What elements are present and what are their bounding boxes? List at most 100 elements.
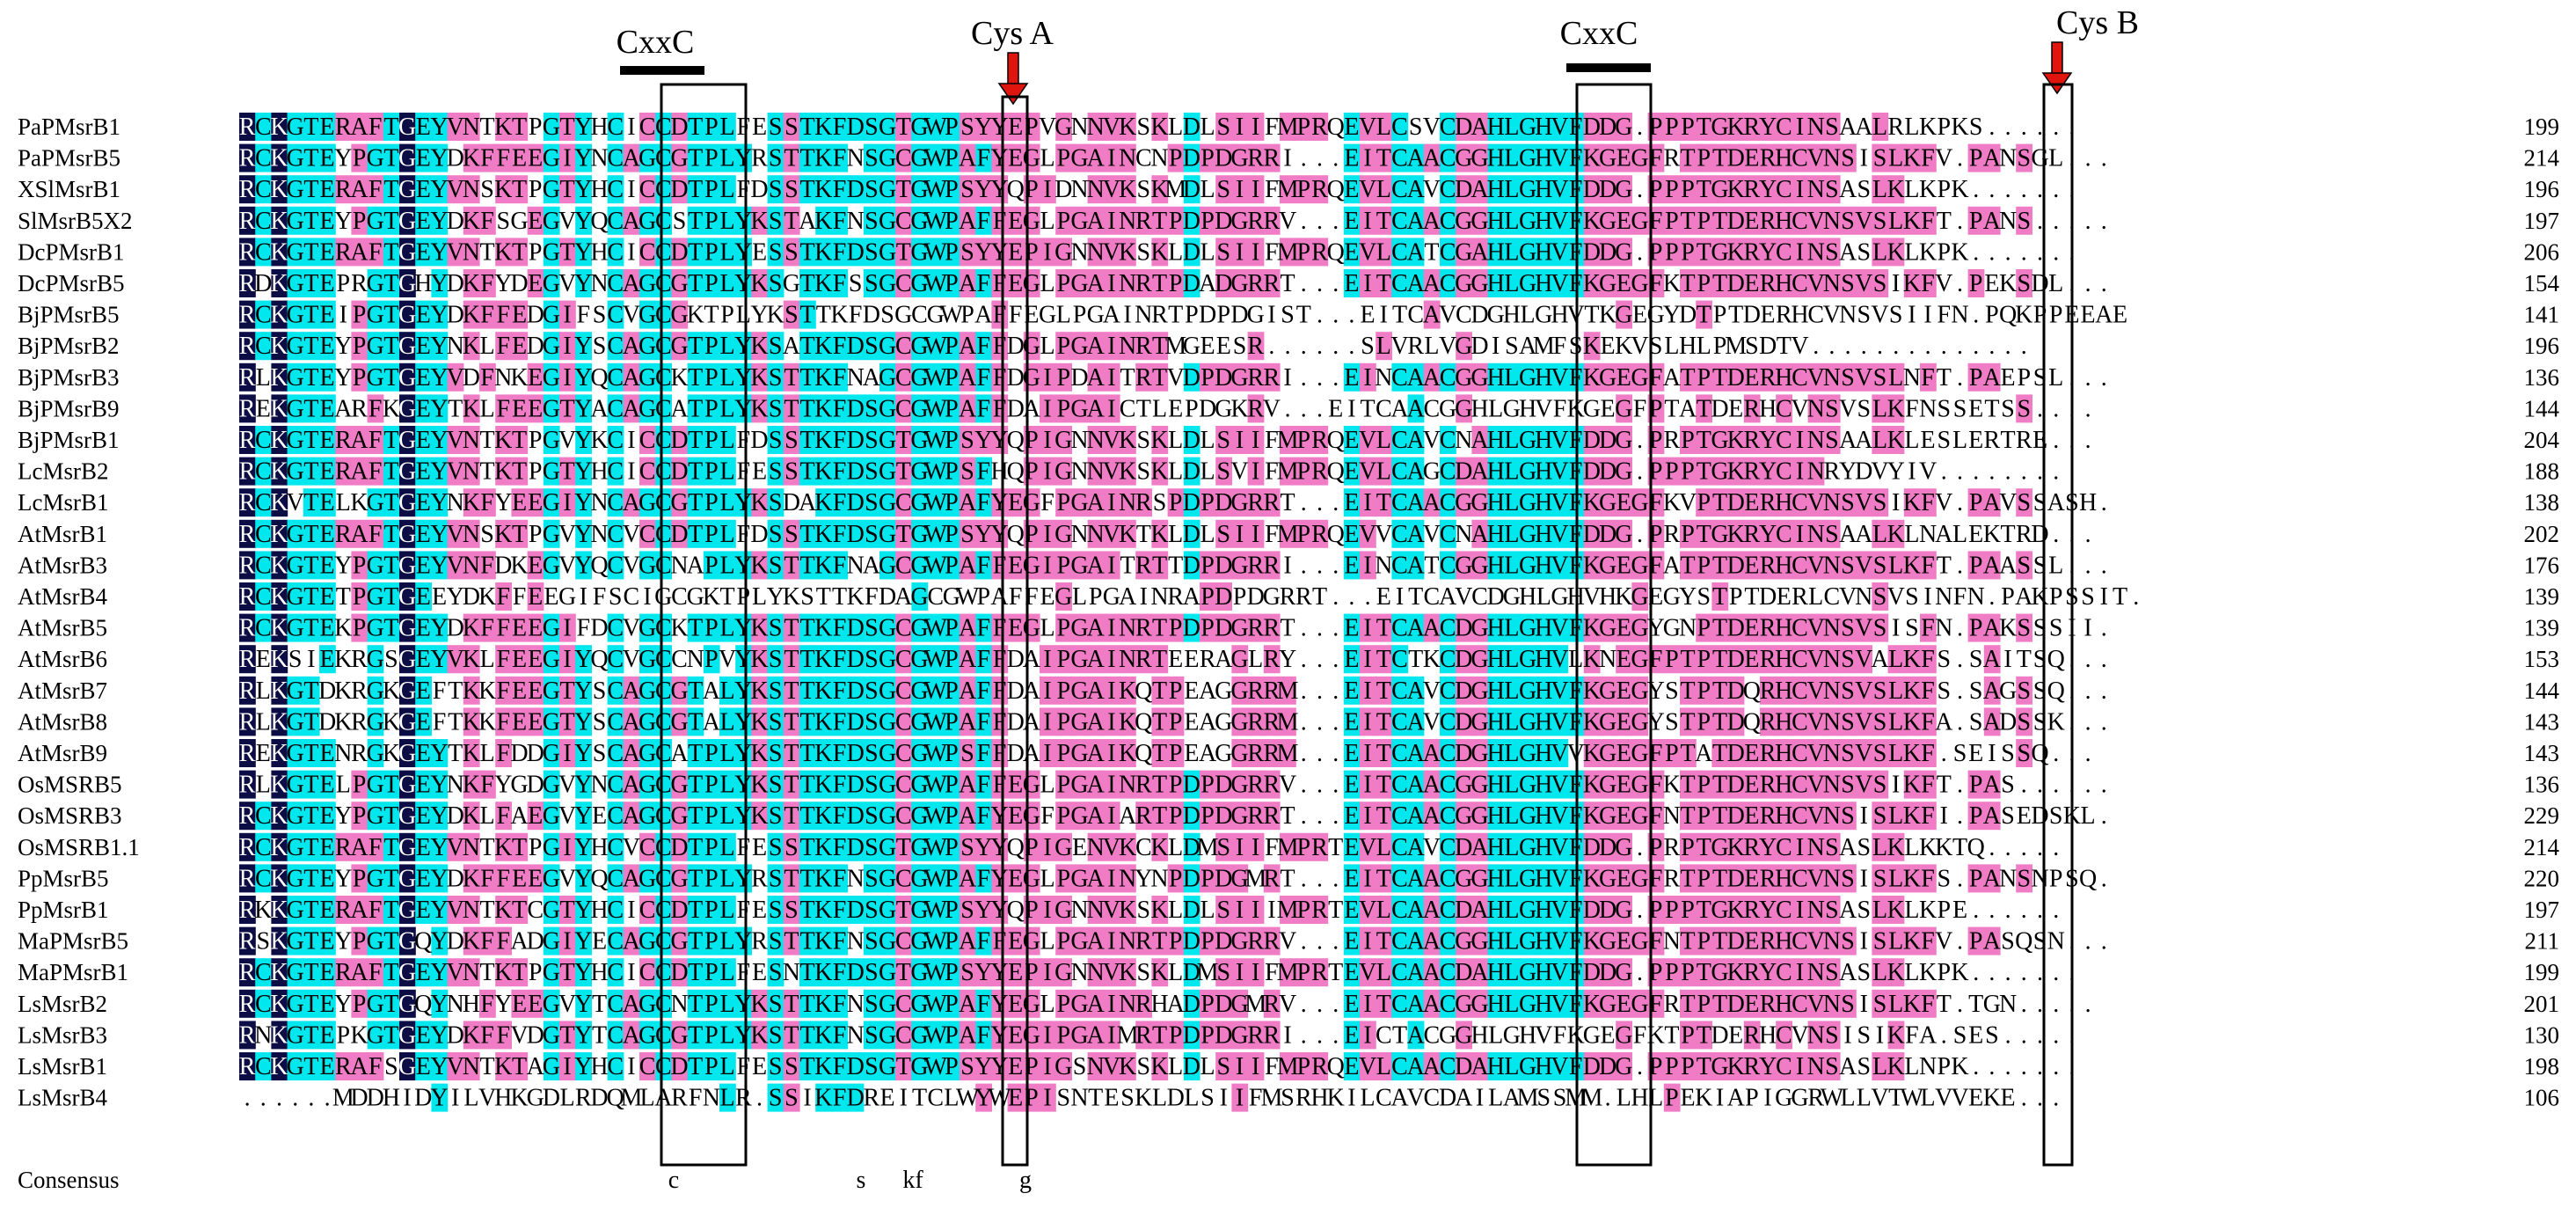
residue: I xyxy=(1908,302,1916,329)
residue: I xyxy=(1492,333,1500,360)
residue: . xyxy=(2053,238,2059,266)
residue: T xyxy=(1728,302,1743,329)
residue: Y xyxy=(990,521,1008,548)
residue: A xyxy=(1663,364,1682,392)
residue: P xyxy=(704,646,719,673)
residue: T xyxy=(1152,708,1167,736)
residue: T xyxy=(448,395,463,422)
residue: G xyxy=(398,113,416,141)
residue: V xyxy=(1807,552,1825,579)
residue: M xyxy=(1277,113,1299,141)
residue: C xyxy=(607,145,624,172)
residue: R xyxy=(1135,615,1152,642)
residue: N xyxy=(1087,176,1105,203)
residue: . xyxy=(1317,270,1323,297)
residue: T xyxy=(1681,145,1696,172)
residue: S xyxy=(1137,176,1151,203)
sequence-name: AtMsrB1 xyxy=(18,521,107,547)
residue: T xyxy=(800,302,815,329)
residue: C xyxy=(255,176,272,203)
residue: . xyxy=(1845,333,1851,360)
residue: . xyxy=(2085,646,2091,673)
residue: L xyxy=(1888,552,1903,579)
residue: P xyxy=(704,427,719,454)
residue: P xyxy=(1697,677,1711,705)
residue: P xyxy=(1697,208,1711,235)
residue: V xyxy=(1439,302,1456,329)
residue: C xyxy=(1776,176,1792,203)
residue: K xyxy=(494,427,512,454)
residue: F xyxy=(1009,583,1023,611)
residue: K xyxy=(814,740,832,767)
residue: A xyxy=(670,395,689,422)
residue: G xyxy=(1455,395,1472,422)
residue: K xyxy=(814,208,832,235)
residue: C xyxy=(1792,708,1808,736)
residue: N xyxy=(1823,364,1841,392)
residue: G xyxy=(1631,364,1648,392)
residue: V xyxy=(1359,113,1376,141)
residue: A xyxy=(1023,708,1041,736)
residue: A xyxy=(687,552,705,579)
residue: G xyxy=(1631,489,1648,516)
residue: . xyxy=(1317,145,1323,172)
residue: D xyxy=(1727,208,1745,235)
residue: E xyxy=(1344,427,1359,454)
residue: V xyxy=(1423,176,1441,203)
residue: V xyxy=(447,646,464,673)
residue: L xyxy=(1888,646,1903,673)
residue: E xyxy=(416,302,431,329)
residue: E xyxy=(1344,489,1359,516)
residue: I xyxy=(1236,427,1244,454)
residue: R xyxy=(1744,113,1761,141)
residue: S xyxy=(2018,395,2032,422)
residue: K xyxy=(1119,740,1136,767)
residue: S xyxy=(1825,395,1839,422)
residue: I xyxy=(1043,521,1051,548)
residue: V xyxy=(1551,238,1568,266)
residue: C xyxy=(895,145,912,172)
residue: G xyxy=(287,677,304,705)
residue: G xyxy=(1599,270,1616,297)
residue: G xyxy=(1023,208,1040,235)
residue: C xyxy=(1424,583,1441,611)
residue: K xyxy=(2031,583,2048,611)
residue: E xyxy=(512,489,527,516)
residue: L xyxy=(1072,583,1087,611)
residue: G xyxy=(1023,364,1040,392)
motif-bar-cxxc-1 xyxy=(620,66,704,75)
residue: I xyxy=(1123,302,1131,329)
residue: G xyxy=(1519,521,1536,548)
residue: . xyxy=(2101,270,2107,297)
residue: F xyxy=(833,489,847,516)
residue: C xyxy=(1792,208,1808,235)
residue: L xyxy=(720,615,735,642)
residue: F xyxy=(993,270,1007,297)
residue: . xyxy=(2101,615,2107,642)
residue: G xyxy=(1455,333,1472,360)
residue: H xyxy=(1535,145,1552,172)
residue: N xyxy=(463,458,480,486)
residue: D xyxy=(1007,740,1025,767)
residue: P xyxy=(1169,145,1183,172)
residue: G xyxy=(670,708,688,736)
residue: E xyxy=(1616,646,1631,673)
residue: E xyxy=(1744,270,1759,297)
residue: C xyxy=(1391,238,1408,266)
residue: N xyxy=(1807,113,1825,141)
residue: T xyxy=(480,238,495,266)
residue: I xyxy=(1796,427,1804,454)
residue: L xyxy=(1952,427,1967,454)
residue: C xyxy=(1792,677,1808,705)
residue: R xyxy=(1247,208,1264,235)
residue: T xyxy=(1152,364,1167,392)
residue: Q xyxy=(590,208,608,235)
residue: L xyxy=(2048,364,2063,392)
residue: S xyxy=(2018,145,2032,172)
residue: D xyxy=(1199,395,1216,422)
residue: R xyxy=(239,458,256,486)
residue: G xyxy=(287,395,304,422)
residue: V xyxy=(1855,364,1872,392)
residue: F xyxy=(977,145,991,172)
residue: S xyxy=(288,646,303,673)
